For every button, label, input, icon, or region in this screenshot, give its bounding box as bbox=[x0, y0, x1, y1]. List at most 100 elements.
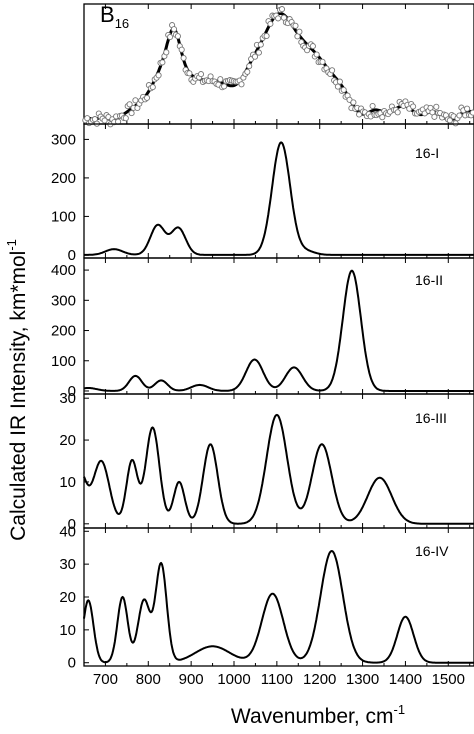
panel-0-data-point bbox=[143, 94, 151, 101]
panel-0-data-point bbox=[251, 53, 259, 60]
panel-0-data-point bbox=[379, 114, 386, 121]
panel-0-data-point bbox=[446, 117, 453, 124]
panel-3-y-tick-label-0: 0 bbox=[68, 516, 76, 533]
panel-0-data-point bbox=[431, 113, 438, 120]
panel-0-data-point bbox=[296, 28, 303, 35]
panel-2-y-tick-label-1: 100 bbox=[51, 353, 76, 370]
panel-4-y-tick-label-4: 40 bbox=[59, 523, 76, 540]
x-tick-label-2: 900 bbox=[179, 671, 204, 688]
x-tick-label-6: 1300 bbox=[346, 671, 379, 688]
panel-0-data-point bbox=[350, 99, 357, 106]
panel-2-series-line bbox=[83, 269, 474, 392]
panel-0-data-point bbox=[309, 43, 316, 50]
panel-1-label: 16-I bbox=[415, 145, 439, 161]
panel-0-data-point bbox=[456, 112, 463, 119]
panel-0-data-point bbox=[217, 76, 224, 83]
x-tick-label-4: 1100 bbox=[261, 671, 293, 688]
panel-4: 0 10 20 30 40 bbox=[59, 523, 474, 672]
panel-0-data-point bbox=[159, 59, 166, 66]
panel-3-label: 16-III bbox=[415, 410, 447, 426]
panel-0-data-point bbox=[167, 33, 174, 41]
panel-0-data-point bbox=[257, 41, 264, 48]
panel-0-data-point bbox=[356, 111, 363, 118]
panel-0-data-point bbox=[178, 46, 185, 53]
panel-1-y-tick-label-1: 100 bbox=[51, 208, 76, 225]
panel-0-data-point bbox=[101, 117, 108, 124]
panel-1-y-tick-label-2: 200 bbox=[51, 170, 76, 187]
panel-0-data-point bbox=[334, 83, 341, 90]
panel-0-data-point bbox=[319, 58, 326, 65]
panel-0-data-point bbox=[469, 109, 474, 116]
panel-0-data-point bbox=[246, 63, 253, 70]
panel-0-data-point bbox=[452, 120, 459, 127]
panel-0-label-sub: 16 bbox=[115, 16, 129, 31]
panel-4-series-line bbox=[83, 550, 474, 664]
panel-0-data-point bbox=[410, 103, 417, 110]
panel-2-y-tick-label-3: 300 bbox=[51, 292, 76, 309]
panel-0-data-point bbox=[329, 67, 336, 74]
panel-0-data-point bbox=[132, 97, 139, 104]
panel-0-data-point bbox=[155, 72, 162, 79]
panel-0-data-point bbox=[186, 70, 193, 77]
panel-0-data-point bbox=[197, 71, 205, 78]
panel-0-data-point bbox=[255, 49, 262, 56]
panel-0-data-point bbox=[180, 54, 187, 62]
panel-4-y-tick-label-1: 10 bbox=[59, 622, 76, 639]
x-tick-label-7: 1400 bbox=[389, 671, 422, 688]
panel-0-data-point bbox=[336, 78, 343, 85]
panel-0-data-point bbox=[149, 84, 156, 91]
panel-2: 0 100 200 300 400 bbox=[51, 257, 474, 400]
panel-2-y-tick-label-2: 200 bbox=[51, 323, 76, 340]
x-axis-tick-labels: 700 800 900 1000 1100 1200 1300 1400 1500 bbox=[93, 671, 465, 688]
panel-0-data-point bbox=[340, 86, 347, 93]
panel-0-data-point bbox=[313, 51, 320, 58]
x-tick-label-5: 1200 bbox=[303, 671, 336, 688]
panel-0-data-point bbox=[122, 115, 129, 122]
panel-0-data-point bbox=[221, 83, 228, 90]
panel-0-data-point bbox=[278, 6, 286, 13]
panel-0-label-main: B bbox=[100, 2, 115, 27]
panel-3-y-tick-label-3: 30 bbox=[59, 390, 76, 407]
panel-4-y-tick-label-3: 30 bbox=[59, 556, 76, 573]
panel-4-y-tick-label-0: 0 bbox=[68, 655, 76, 672]
panel-3-y-tick-label-2: 20 bbox=[59, 432, 76, 449]
panel-4-y-tick-label-2: 20 bbox=[59, 589, 76, 606]
panel-0 bbox=[82, 3, 474, 128]
panel-0-data-point bbox=[433, 103, 440, 110]
panel-0-data-point bbox=[394, 109, 401, 116]
y-axis-title-text: Calculated IR Intensity, km*mol bbox=[7, 251, 30, 541]
panel-1-y-tick-label-0: 0 bbox=[68, 247, 76, 264]
x-axis-title-sup: -1 bbox=[394, 702, 406, 717]
x-tick-label-0: 700 bbox=[93, 671, 118, 688]
panel-0-data-point bbox=[464, 105, 471, 112]
panel-2-y-tick-label-4: 400 bbox=[51, 262, 76, 279]
y-axis-title-sup: -1 bbox=[4, 239, 19, 251]
x-tick-label-3: 1000 bbox=[217, 671, 250, 688]
panel-0-data-point bbox=[263, 32, 270, 40]
panel-3-y-tick-label-1: 10 bbox=[59, 474, 76, 491]
panel-0-data-point bbox=[369, 102, 376, 110]
x-tick-label-8: 1500 bbox=[432, 671, 465, 688]
x-axis-title: Wavenumber, cm-1 bbox=[231, 702, 405, 728]
panel-2-label: 16-II bbox=[415, 272, 443, 288]
panel-1-series-line bbox=[83, 141, 474, 256]
x-axis-title-text: Wavenumber, cm bbox=[231, 705, 394, 728]
panel-0-data-point bbox=[275, 15, 282, 22]
panel-0-data-point bbox=[238, 81, 245, 88]
panel-0-data-point bbox=[126, 101, 133, 108]
panel-0-label: B16 bbox=[100, 2, 129, 31]
panel-0-data-point bbox=[244, 68, 251, 75]
y-axis-title: Calculated IR Intensity, km*mol-1 bbox=[4, 239, 30, 541]
panel-0-data-point bbox=[170, 26, 178, 33]
panel-2-y-tick-label-0: 0 bbox=[68, 383, 76, 400]
panel-0-data-point bbox=[128, 110, 135, 117]
panel-4-label: 16-IV bbox=[415, 543, 449, 559]
panel-0-data-point bbox=[174, 33, 181, 40]
panel-1: 0 100 200 300 bbox=[51, 123, 474, 264]
panel-1-y-tick-label-3: 300 bbox=[51, 131, 76, 148]
panel-3-series-line bbox=[83, 413, 474, 525]
panel-3: 0 10 20 30 bbox=[59, 390, 474, 533]
panel-0-data-point bbox=[163, 49, 170, 56]
